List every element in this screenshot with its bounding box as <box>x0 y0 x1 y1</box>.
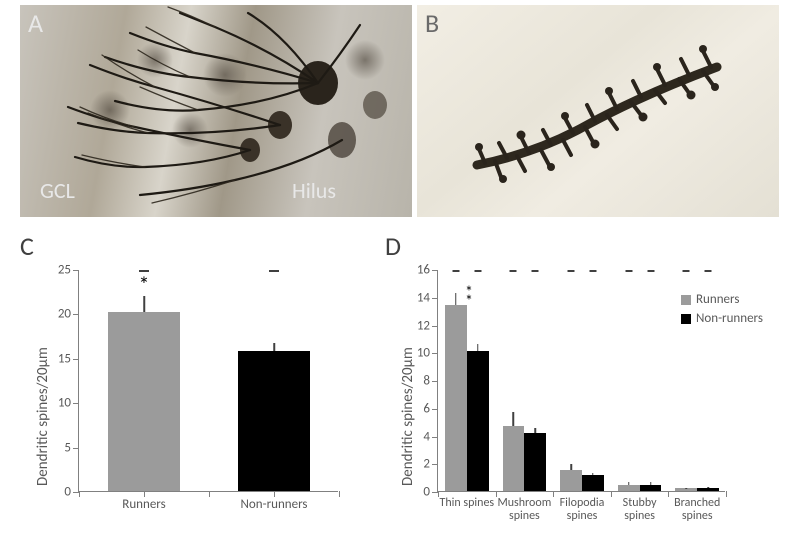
chart-c-ytick-label: 15 <box>58 351 79 366</box>
chart-c-xtick-boundary <box>79 491 80 497</box>
chart-d-errorcap <box>683 270 690 272</box>
scientific-figure: A GCL Hilus <box>20 5 780 540</box>
legend-label-nonrunners: Non-runners <box>696 311 763 326</box>
dendrite-drawing <box>417 5 779 217</box>
chart-c-ytick-label: 10 <box>58 396 79 411</box>
chart-d-ytick-label: 12 <box>417 318 438 333</box>
chart-d-errorbar <box>707 487 709 488</box>
legend-item-runners: Runners <box>681 292 763 307</box>
chart-d-xlabel: Stubbyspines <box>623 491 657 523</box>
chart-c-area: 0510152025Runners*Non-runners <box>78 270 338 492</box>
panel-a-hilus-label: Hilus <box>292 177 336 204</box>
panel-d: D Dendritic spines/20µm 0 2 4 6 8 10 12 14 16 ** T… <box>385 230 785 535</box>
chart-d-ytick-label: 0 <box>423 485 438 500</box>
chart-d-errorbar <box>686 488 688 489</box>
panel-b: B <box>417 5 779 217</box>
chart-d-ytick-label: 4 <box>423 429 438 444</box>
chart-d-errorbar <box>477 344 479 351</box>
chart-d-errorcap <box>532 270 539 272</box>
legend-swatch-nonrunners <box>681 314 691 324</box>
micrograph-a <box>20 5 412 217</box>
panel-c-letter: C <box>20 230 34 262</box>
chart-d-xlabel: Filopodiaspines <box>560 491 605 523</box>
panel-b-letter: B <box>425 7 439 39</box>
chart-d-errorbar <box>570 464 572 470</box>
panel-a-gcl-label: GCL <box>40 177 75 204</box>
chart-c-xlabel: Non-runners <box>241 491 308 512</box>
chart-d-xlabel: Branchedspines <box>674 491 720 523</box>
chart-d-bar <box>467 351 489 491</box>
chart-d-xtick-boundary <box>496 491 497 497</box>
neurons-drawing <box>20 5 412 217</box>
chart-d-errorbar <box>628 482 630 485</box>
chart-d-errorbar <box>535 428 537 433</box>
chart-d-errorcap <box>568 270 575 272</box>
chart-c-ytick-label: 20 <box>58 307 79 322</box>
chart-d-xtick-boundary <box>726 491 727 497</box>
chart-c-ytick-label: 0 <box>64 485 79 500</box>
chart-d-bar <box>524 433 546 491</box>
panel-a: A GCL Hilus <box>20 5 412 217</box>
chart-d-xtick-boundary <box>553 491 554 497</box>
chart-d-xlabel: Mushroomspines <box>497 491 551 523</box>
chart-d-errorbar <box>513 412 515 426</box>
chart-d-legend: Runners Non-runners <box>681 292 763 330</box>
chart-d-errorbar <box>455 293 457 305</box>
chart-d-errorcap <box>589 270 596 272</box>
chart-c-xtick-boundary <box>209 491 210 497</box>
chart-d-ylabel: Dendritic spines/20µm <box>399 347 417 486</box>
chart-d-xtick-boundary <box>668 491 669 497</box>
chart-d-xlabel: Thin spines <box>439 491 494 510</box>
chart-d-errorcap <box>510 270 517 272</box>
chart-d-ytick-label: 10 <box>417 346 438 361</box>
chart-d-errorcap <box>625 270 632 272</box>
chart-c-ylabel: Dendritic spines/20µm <box>34 347 52 486</box>
chart-d-xtick-boundary <box>438 491 439 497</box>
chart-d-bar <box>582 475 604 491</box>
chart-c-ytick-label: 25 <box>58 263 79 278</box>
chart-c-ytick-label: 5 <box>64 440 79 455</box>
chart-d-bar <box>560 470 582 491</box>
chart-d-xtick-boundary <box>611 491 612 497</box>
panel-c: C Dendritic spines/20µm 0510152025Runner… <box>20 230 350 535</box>
micrograph-b <box>417 5 779 217</box>
panel-a-letter: A <box>28 7 43 39</box>
legend-label-runners: Runners <box>696 292 739 307</box>
chart-d-errorbar <box>650 482 652 486</box>
legend-swatch-runners <box>681 295 691 305</box>
chart-c-xtick-boundary <box>339 491 340 497</box>
chart-d-ytick-label: 8 <box>423 374 438 389</box>
chart-d-errorcap <box>647 270 654 272</box>
chart-c-xlabel: Runners <box>122 491 165 512</box>
chart-d-ytick-label: 2 <box>423 457 438 472</box>
chart-d-errorcap <box>474 270 481 272</box>
chart-d-bar <box>445 305 467 491</box>
chart-c-errorcap <box>269 270 279 272</box>
chart-c-errorbar <box>143 296 145 312</box>
chart-d-errorcap <box>452 270 459 272</box>
panel-d-letter: D <box>385 230 401 262</box>
chart-d-significance: ** <box>465 289 473 307</box>
legend-item-nonrunners: Non-runners <box>681 311 763 326</box>
chart-c-errorbar <box>273 343 275 351</box>
chart-d-errorcap <box>705 270 712 272</box>
chart-d-ytick-label: 14 <box>417 290 438 305</box>
chart-d-bar <box>503 426 525 491</box>
chart-c-bar <box>108 312 180 491</box>
chart-c-significance: * <box>139 279 150 290</box>
chart-d-ytick-label: 6 <box>423 401 438 416</box>
chart-d-ytick-label: 16 <box>417 263 438 278</box>
chart-d-errorbar <box>592 473 594 475</box>
chart-c-bar <box>238 351 310 491</box>
